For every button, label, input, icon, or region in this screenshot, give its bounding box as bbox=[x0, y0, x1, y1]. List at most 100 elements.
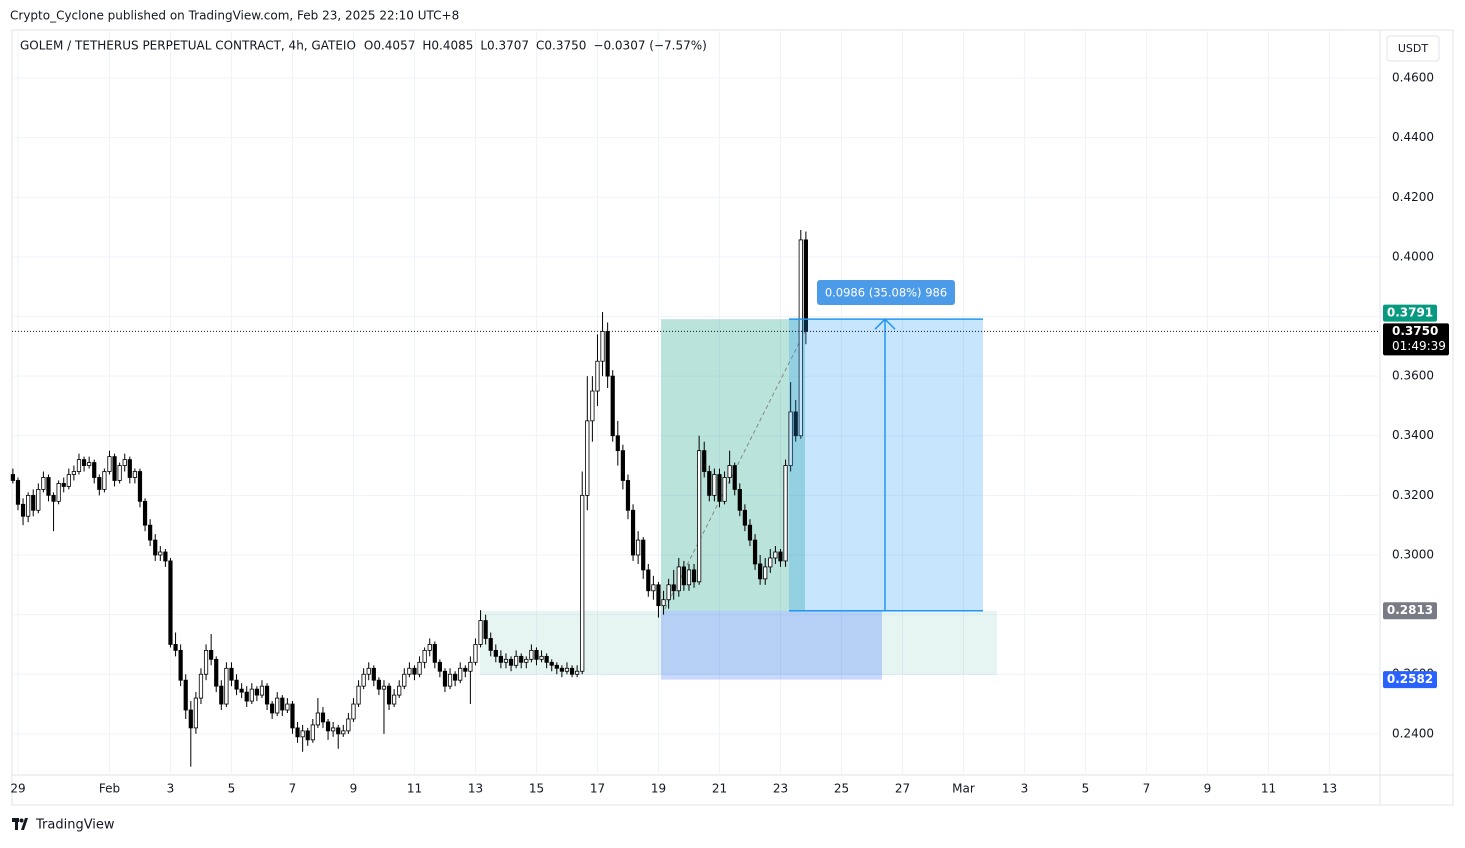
chart-frame bbox=[11, 29, 1454, 806]
legend: GOLEM / TETHERUS PERPETUAL CONTRACT, 4h,… bbox=[20, 39, 707, 53]
candle-body bbox=[356, 685, 361, 705]
candle-body bbox=[371, 667, 376, 681]
candle-body bbox=[183, 679, 188, 711]
measure-label: 0.0986 (35.08%) 986 bbox=[825, 286, 947, 300]
candle-body bbox=[468, 661, 473, 672]
candle-body bbox=[615, 435, 620, 452]
header-value: O0.4057 bbox=[364, 39, 415, 53]
candle-body bbox=[107, 456, 112, 472]
candle-body bbox=[666, 584, 671, 601]
range-zone bbox=[480, 610, 997, 675]
candle-body bbox=[575, 670, 580, 675]
candle-body bbox=[351, 703, 356, 720]
candle-body bbox=[737, 489, 742, 511]
price-tag-box bbox=[1383, 671, 1437, 689]
candle-body bbox=[249, 688, 254, 702]
candle-body bbox=[325, 721, 331, 732]
candle-body bbox=[432, 644, 437, 663]
candle-body bbox=[712, 474, 717, 496]
candle-body bbox=[198, 673, 204, 699]
candle-body bbox=[203, 649, 209, 675]
x-tick-label: 19 bbox=[651, 782, 666, 796]
candle-body bbox=[646, 569, 651, 592]
candle-body bbox=[752, 539, 758, 565]
stop-zone bbox=[661, 610, 882, 680]
candle-body bbox=[742, 509, 747, 526]
profit-zone bbox=[661, 319, 805, 611]
candle-body bbox=[793, 411, 798, 437]
candle-body bbox=[224, 667, 229, 705]
header-value: −0.0307 (−7.57%) bbox=[593, 39, 706, 53]
candle-body bbox=[676, 566, 681, 592]
logo-mark bbox=[21, 818, 28, 830]
x-tick-label: 11 bbox=[407, 782, 422, 796]
measure-label-box bbox=[817, 280, 955, 305]
candle-body bbox=[590, 390, 595, 422]
candle-body bbox=[488, 638, 493, 651]
candle-body bbox=[524, 658, 529, 663]
candle-body bbox=[493, 649, 498, 657]
candle-body bbox=[788, 411, 793, 466]
candle-body bbox=[559, 667, 564, 672]
candle-body bbox=[219, 685, 224, 705]
candle-body bbox=[97, 477, 102, 490]
candle-body bbox=[137, 471, 143, 502]
price-tag: 0.2813 bbox=[1387, 603, 1433, 617]
candle-body bbox=[402, 673, 407, 687]
candle-body bbox=[66, 474, 71, 487]
candle-body bbox=[691, 569, 697, 583]
candle-body bbox=[554, 664, 559, 669]
candle-body bbox=[483, 620, 488, 639]
candle-body bbox=[671, 584, 676, 592]
candle-body bbox=[641, 539, 646, 571]
candle-body bbox=[315, 712, 320, 726]
x-tick-label: 3 bbox=[1021, 782, 1029, 796]
candle-body bbox=[417, 661, 422, 675]
publisher-line: Crypto_Cyclone published on TradingView.… bbox=[10, 9, 459, 23]
candle-body bbox=[290, 703, 295, 729]
candle-body bbox=[610, 375, 615, 437]
price-tag-box bbox=[1383, 602, 1437, 620]
header-value: H0.4085 bbox=[422, 39, 473, 53]
candle-body bbox=[503, 658, 509, 663]
y-tick-label: 0.2400 bbox=[1392, 726, 1434, 740]
price-tag: 0.2582 bbox=[1387, 672, 1433, 686]
candle-body bbox=[732, 465, 737, 490]
candle-body bbox=[244, 691, 249, 702]
candle-body bbox=[81, 459, 87, 466]
logo-mark bbox=[19, 818, 24, 823]
candle-body bbox=[102, 471, 107, 490]
x-tick-label: 7 bbox=[289, 782, 297, 796]
y-tick-label: 0.4600 bbox=[1392, 71, 1434, 85]
axes: 0.24000.26000.28000.30000.32000.34000.36… bbox=[10, 71, 1449, 796]
candle-body bbox=[229, 667, 234, 681]
candle-body bbox=[295, 727, 300, 738]
candle-body bbox=[320, 712, 326, 723]
candle-body bbox=[697, 450, 702, 583]
candle-body bbox=[285, 703, 290, 711]
header-value: C0.3750 bbox=[536, 39, 586, 53]
currency-box[interactable] bbox=[1386, 35, 1440, 62]
candle-body bbox=[595, 360, 600, 392]
candle-body bbox=[142, 500, 148, 526]
x-tick-label: 3 bbox=[167, 782, 175, 796]
candle-body bbox=[458, 667, 463, 681]
candle-body bbox=[92, 462, 97, 478]
candle-body bbox=[386, 685, 392, 705]
candle-body bbox=[478, 620, 483, 645]
candle-body bbox=[630, 509, 636, 556]
candle-body bbox=[564, 667, 570, 672]
candle-body bbox=[600, 331, 605, 362]
candle-body bbox=[529, 649, 534, 660]
candle-body bbox=[31, 494, 36, 511]
candle-body bbox=[41, 477, 46, 490]
candle-body bbox=[127, 459, 132, 478]
candle-body bbox=[300, 730, 305, 738]
candle-body bbox=[717, 474, 722, 502]
candle-body bbox=[259, 685, 265, 696]
x-tick-label: 29 bbox=[10, 782, 25, 796]
candle-body bbox=[681, 566, 686, 586]
x-tick-label: 13 bbox=[1322, 782, 1337, 796]
candle-body bbox=[686, 569, 692, 586]
